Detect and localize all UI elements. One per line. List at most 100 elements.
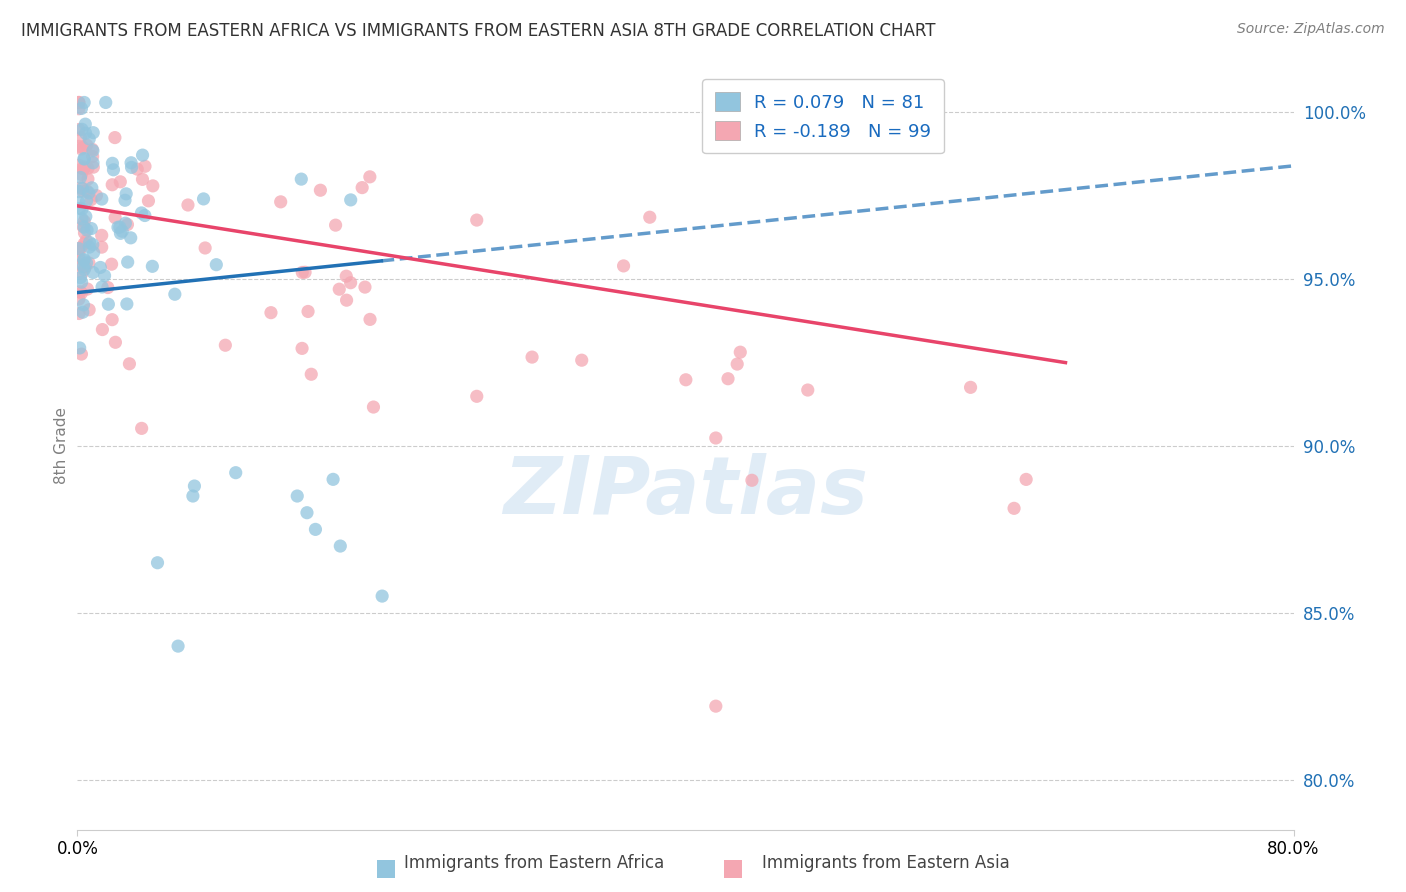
Point bbox=[67, 95, 90, 110]
Point bbox=[75, 234, 97, 248]
Point bbox=[104, 211, 127, 225]
Point bbox=[322, 472, 344, 486]
Point bbox=[97, 297, 120, 311]
Point bbox=[76, 223, 98, 237]
Point bbox=[73, 262, 96, 277]
Point bbox=[82, 160, 104, 174]
Point bbox=[70, 275, 93, 289]
Point bbox=[69, 202, 91, 216]
Point bbox=[67, 139, 90, 153]
Point bbox=[335, 269, 357, 284]
Point bbox=[75, 210, 97, 224]
Point bbox=[142, 178, 165, 193]
Point bbox=[82, 144, 104, 158]
Point bbox=[73, 253, 96, 268]
Point bbox=[77, 302, 100, 317]
Point bbox=[363, 400, 385, 414]
Point bbox=[82, 156, 104, 170]
Point bbox=[83, 245, 105, 260]
Text: Immigrants from Eastern Asia: Immigrants from Eastern Asia bbox=[762, 855, 1010, 872]
Point bbox=[69, 130, 91, 145]
Text: Immigrants from Eastern Africa: Immigrants from Eastern Africa bbox=[404, 855, 665, 872]
Point bbox=[80, 181, 103, 195]
Point bbox=[115, 297, 138, 311]
Point bbox=[73, 214, 96, 228]
Point bbox=[177, 198, 200, 212]
Point bbox=[225, 466, 247, 480]
Point bbox=[70, 102, 93, 116]
Point bbox=[131, 421, 153, 435]
Point bbox=[117, 255, 139, 269]
Point bbox=[131, 206, 153, 220]
Point bbox=[371, 589, 394, 603]
Point bbox=[67, 122, 90, 136]
Point bbox=[77, 161, 100, 176]
Point bbox=[67, 251, 90, 265]
Point bbox=[67, 242, 90, 256]
Point bbox=[104, 335, 127, 350]
Point bbox=[70, 122, 93, 136]
Point bbox=[359, 312, 381, 326]
Point bbox=[67, 292, 90, 306]
Point bbox=[110, 175, 132, 189]
Point bbox=[285, 489, 308, 503]
Point bbox=[70, 347, 93, 361]
Point bbox=[73, 95, 96, 110]
Point bbox=[134, 159, 156, 173]
Point bbox=[304, 522, 326, 536]
Point bbox=[717, 372, 740, 386]
Point bbox=[70, 211, 93, 226]
Point bbox=[76, 256, 98, 270]
Point bbox=[309, 183, 332, 197]
Point bbox=[328, 282, 350, 296]
Point bbox=[571, 353, 593, 368]
Point bbox=[110, 227, 132, 241]
Point bbox=[90, 240, 112, 254]
Point bbox=[70, 285, 93, 300]
Point bbox=[339, 193, 361, 207]
Point bbox=[79, 240, 101, 254]
Point bbox=[90, 192, 112, 206]
Point bbox=[73, 236, 96, 251]
Point bbox=[101, 156, 124, 170]
Point bbox=[352, 180, 374, 194]
Point bbox=[291, 265, 314, 279]
Point bbox=[193, 192, 215, 206]
Point bbox=[725, 357, 748, 371]
Point bbox=[297, 304, 319, 318]
Point bbox=[77, 256, 100, 270]
Point bbox=[101, 178, 124, 192]
Point bbox=[675, 373, 697, 387]
Point bbox=[114, 194, 136, 208]
Point bbox=[329, 539, 352, 553]
Text: Source: ZipAtlas.com: Source: ZipAtlas.com bbox=[1237, 22, 1385, 37]
Point bbox=[730, 345, 752, 359]
Point bbox=[194, 241, 217, 255]
Point bbox=[82, 237, 104, 252]
Point bbox=[73, 220, 96, 235]
Text: ZIPatlas: ZIPatlas bbox=[503, 453, 868, 531]
Point bbox=[325, 218, 347, 232]
Point bbox=[70, 258, 93, 272]
Point bbox=[80, 193, 103, 207]
Point bbox=[959, 380, 981, 394]
Point bbox=[70, 240, 93, 254]
Point bbox=[69, 270, 91, 285]
Point bbox=[127, 162, 149, 177]
Point bbox=[104, 130, 127, 145]
Point bbox=[141, 260, 163, 274]
Point bbox=[67, 158, 90, 172]
Point bbox=[73, 161, 96, 176]
Point bbox=[75, 260, 97, 274]
Point bbox=[336, 293, 359, 308]
Point bbox=[72, 184, 94, 198]
Point bbox=[72, 219, 94, 234]
Point bbox=[181, 489, 204, 503]
Point bbox=[270, 194, 292, 209]
Point bbox=[120, 231, 142, 245]
Point bbox=[1002, 501, 1025, 516]
Point bbox=[205, 258, 228, 272]
Point bbox=[69, 170, 91, 185]
Point bbox=[72, 161, 94, 176]
Point bbox=[76, 184, 98, 198]
